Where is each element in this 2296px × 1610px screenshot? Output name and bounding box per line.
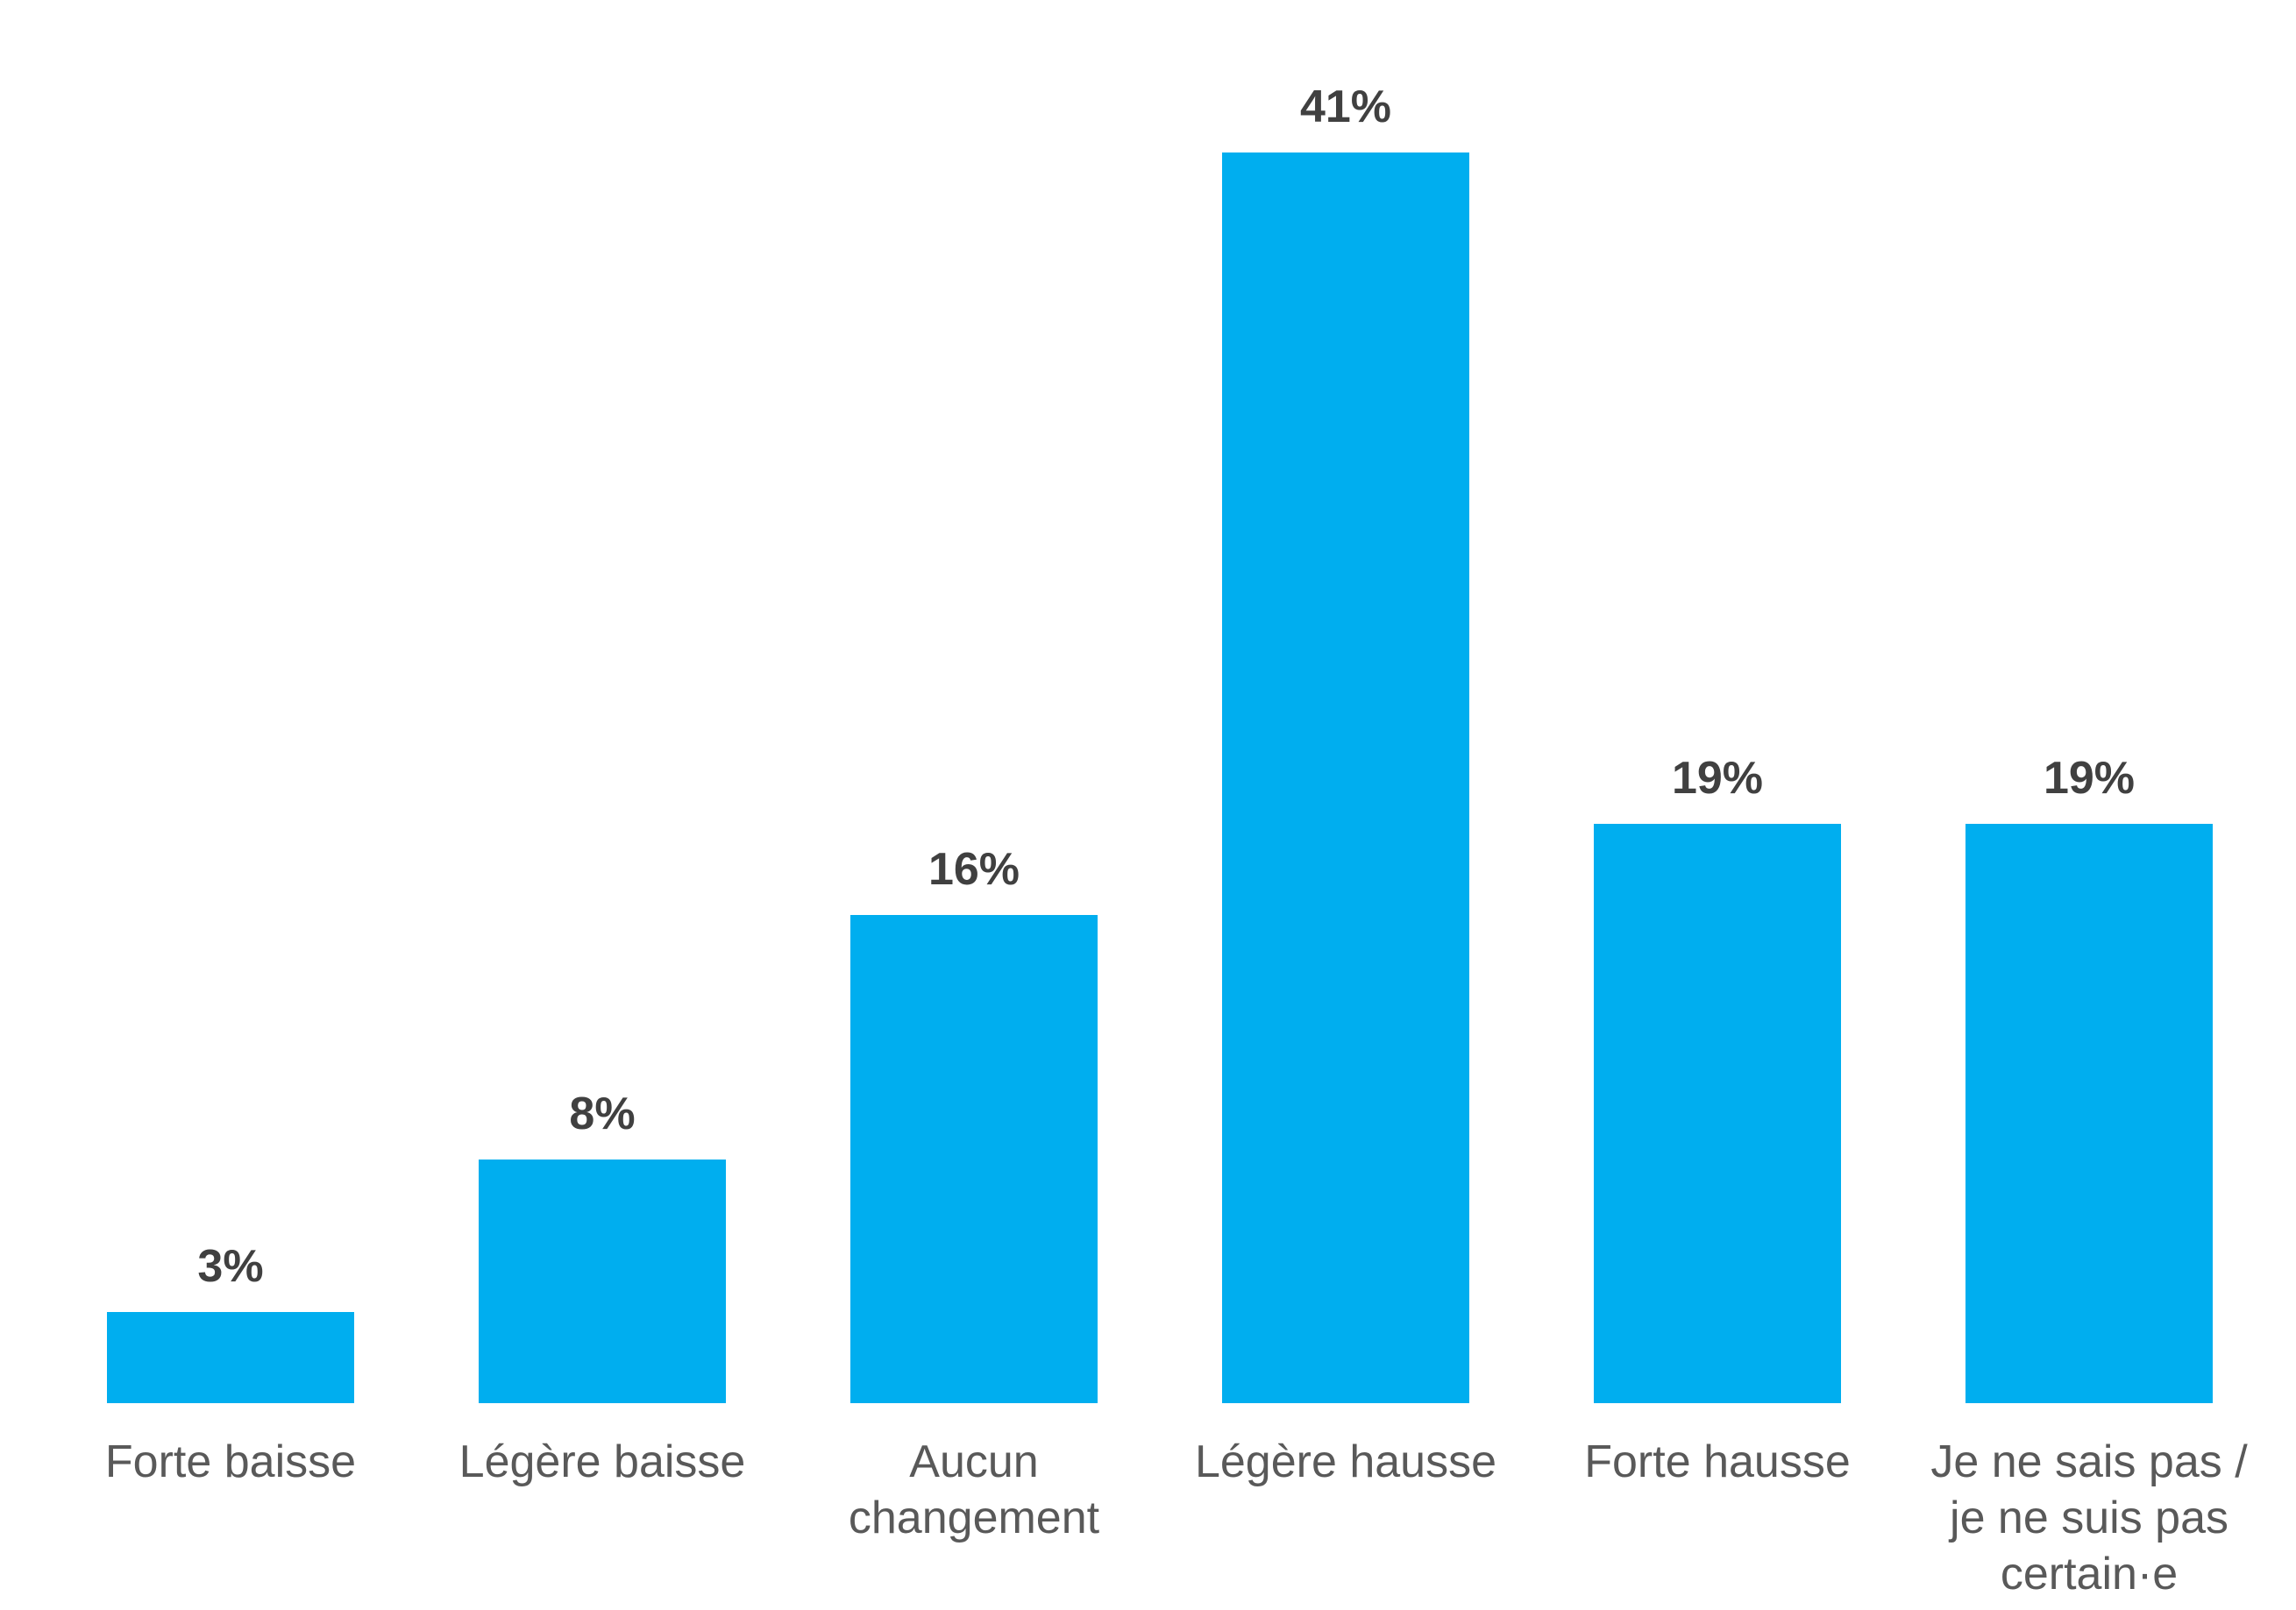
bar	[107, 1311, 354, 1403]
bar	[1222, 152, 1469, 1403]
value-label: 3%	[197, 1240, 264, 1292]
value-label: 19%	[2043, 752, 2136, 804]
category-label: Légère hausse	[1194, 1436, 1497, 1487]
category-label: Légère baisse	[458, 1436, 746, 1487]
bar	[1594, 823, 1841, 1403]
category-label: Forte baisse	[104, 1436, 357, 1487]
bar	[850, 915, 1098, 1403]
value-label: 8%	[569, 1088, 636, 1139]
category-label: Je ne sais pas / je ne suis pas certain·…	[1930, 1436, 2248, 1599]
value-label: 41%	[1299, 82, 1392, 133]
bar	[1965, 823, 2213, 1403]
bar	[479, 1159, 726, 1403]
value-label: 19%	[1671, 752, 1764, 804]
category-label: Aucun changement	[848, 1436, 1100, 1543]
value-label: 16%	[928, 844, 1020, 896]
category-label: Forte hausse	[1584, 1436, 1851, 1487]
